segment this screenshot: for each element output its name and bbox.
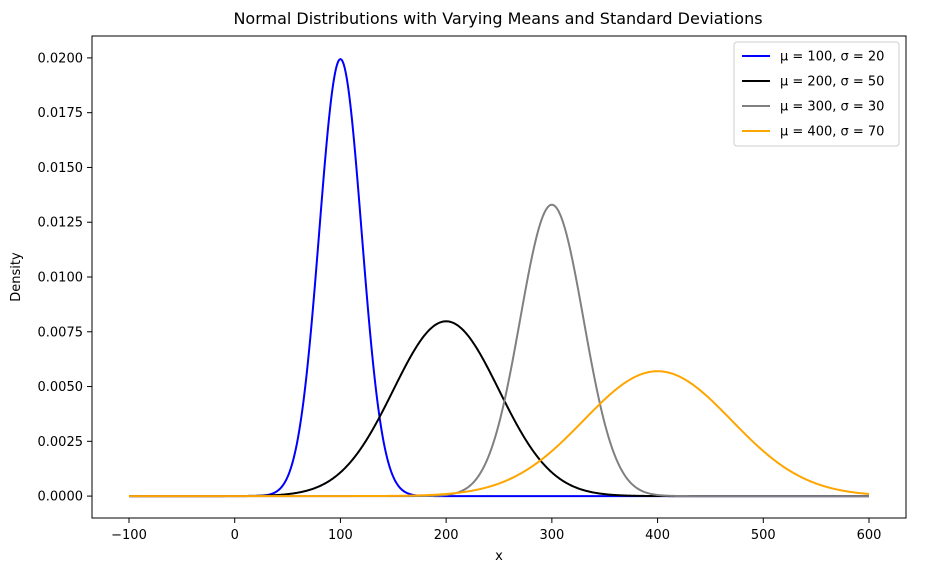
legend-entry: μ = 100, σ = 20 <box>780 50 884 65</box>
series-line-2 <box>129 320 869 498</box>
y-tick-label: 0.0025 <box>38 435 84 450</box>
y-tick-label: 0.0000 <box>38 490 84 505</box>
x-tick-label: 300 <box>539 528 564 543</box>
legend-entry: μ = 200, σ = 50 <box>780 75 884 90</box>
x-axis-label: x <box>495 549 503 564</box>
plot-area <box>129 57 870 498</box>
x-tick-label: 100 <box>328 528 353 543</box>
y-tick-label: 0.0150 <box>38 161 84 176</box>
x-tick-label: 200 <box>434 528 459 543</box>
series-line-4 <box>129 370 870 498</box>
x-tick-label: −100 <box>111 528 147 543</box>
y-tick-label: 0.0125 <box>38 216 84 231</box>
x-tick-label: 600 <box>857 528 882 543</box>
legend: μ = 100, σ = 20 μ = 200, σ = 50 μ = 300, σ… <box>733 41 900 147</box>
legend-entry: μ = 400, σ = 70 <box>780 125 884 140</box>
y-tick-label: 0.0050 <box>38 380 84 395</box>
y-axis: 0.0000 0.0025 0.0050 0.0075 0.0100 0.0125 0.01… <box>38 51 92 505</box>
y-tick-label: 0.0100 <box>38 271 84 286</box>
y-tick-label: 0.0075 <box>38 325 84 340</box>
series-line-3 <box>129 203 869 498</box>
x-tick-label: 0 <box>231 528 239 543</box>
x-tick-label: 500 <box>751 528 776 543</box>
legend-box <box>733 41 900 147</box>
y-tick-label: 0.0200 <box>38 51 84 66</box>
y-tick-label: 0.0175 <box>38 106 84 121</box>
legend-entry: μ = 300, σ = 30 <box>780 100 884 115</box>
x-tick-label: 400 <box>645 528 670 543</box>
chart-title: Normal Distributions with Varying Means … <box>233 9 762 28</box>
x-axis: −100 0 100 200 300 400 500 600 <box>111 518 881 543</box>
y-axis-label: Density <box>9 252 24 302</box>
